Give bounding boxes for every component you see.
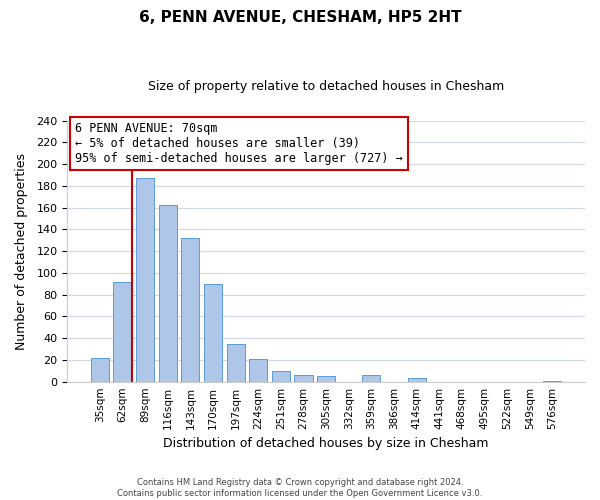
Bar xyxy=(272,371,290,382)
Text: 6, PENN AVENUE, CHESHAM, HP5 2HT: 6, PENN AVENUE, CHESHAM, HP5 2HT xyxy=(139,10,461,25)
Bar xyxy=(136,178,154,382)
Bar xyxy=(249,359,268,382)
Bar xyxy=(113,282,131,382)
Text: Contains HM Land Registry data © Crown copyright and database right 2024.
Contai: Contains HM Land Registry data © Crown c… xyxy=(118,478,482,498)
X-axis label: Distribution of detached houses by size in Chesham: Distribution of detached houses by size … xyxy=(163,437,489,450)
Text: 6 PENN AVENUE: 70sqm
← 5% of detached houses are smaller (39)
95% of semi-detach: 6 PENN AVENUE: 70sqm ← 5% of detached ho… xyxy=(75,122,403,165)
Bar xyxy=(295,375,313,382)
Bar xyxy=(317,376,335,382)
Bar xyxy=(362,375,380,382)
Bar xyxy=(407,378,426,382)
Title: Size of property relative to detached houses in Chesham: Size of property relative to detached ho… xyxy=(148,80,504,93)
Y-axis label: Number of detached properties: Number of detached properties xyxy=(15,152,28,350)
Bar xyxy=(159,206,177,382)
Bar xyxy=(91,358,109,382)
Bar xyxy=(544,380,562,382)
Bar xyxy=(227,344,245,382)
Bar xyxy=(181,238,199,382)
Bar xyxy=(204,284,222,382)
